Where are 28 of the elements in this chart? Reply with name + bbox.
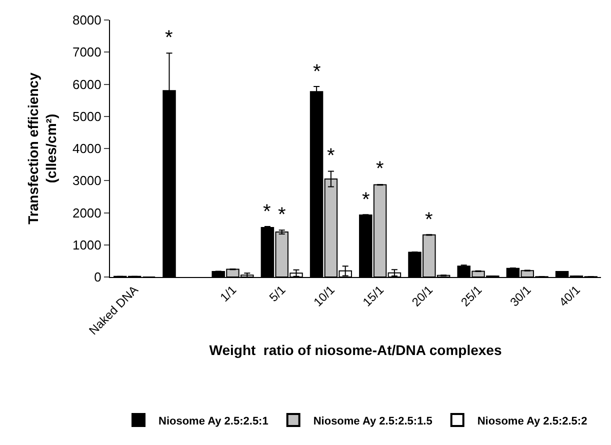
y-tick-label: 0 bbox=[94, 270, 102, 285]
data-label: * bbox=[376, 158, 384, 180]
data-label: * bbox=[425, 209, 433, 231]
x-axis-title: Weight ratio of niosome-At/DNA complexes bbox=[209, 342, 502, 358]
data-label: * bbox=[263, 201, 271, 223]
y-tick-label: 7000 bbox=[72, 44, 102, 60]
y-tick-label: 1000 bbox=[72, 237, 102, 252]
data-label: * bbox=[327, 145, 335, 167]
x-tick-label: 15/1 bbox=[360, 282, 387, 310]
data-label: * bbox=[278, 204, 286, 226]
data-label: * bbox=[165, 27, 173, 49]
y-tick-label: 2000 bbox=[72, 205, 102, 220]
y-tick-label: 6000 bbox=[72, 76, 102, 92]
data-label: * bbox=[313, 61, 321, 83]
y-tick-label: 8000 bbox=[72, 12, 102, 28]
y-tick-label: 3000 bbox=[72, 173, 102, 188]
y-tick-label: 5000 bbox=[72, 108, 102, 124]
legend-label: Niosome Ay 2.5:2.5:1.5 bbox=[313, 415, 432, 428]
data-label: * bbox=[362, 189, 370, 211]
y-tick-label: 4000 bbox=[72, 141, 102, 156]
legend-label: Niosome Ay 2.5:2.5:2 bbox=[477, 415, 588, 428]
x-tick-label: 30/1 bbox=[507, 282, 534, 310]
y-axis-title: Transfection efficiency (clles/cm²) bbox=[24, 72, 60, 224]
x-tick-label: 40/1 bbox=[556, 282, 584, 310]
x-tick-label: 1/1 bbox=[217, 282, 240, 305]
legend-label: Niosome Ay 2.5:2.5:1 bbox=[158, 415, 268, 428]
x-tick-label: 5/1 bbox=[266, 282, 288, 305]
x-tick-label: 10/1 bbox=[310, 282, 338, 310]
